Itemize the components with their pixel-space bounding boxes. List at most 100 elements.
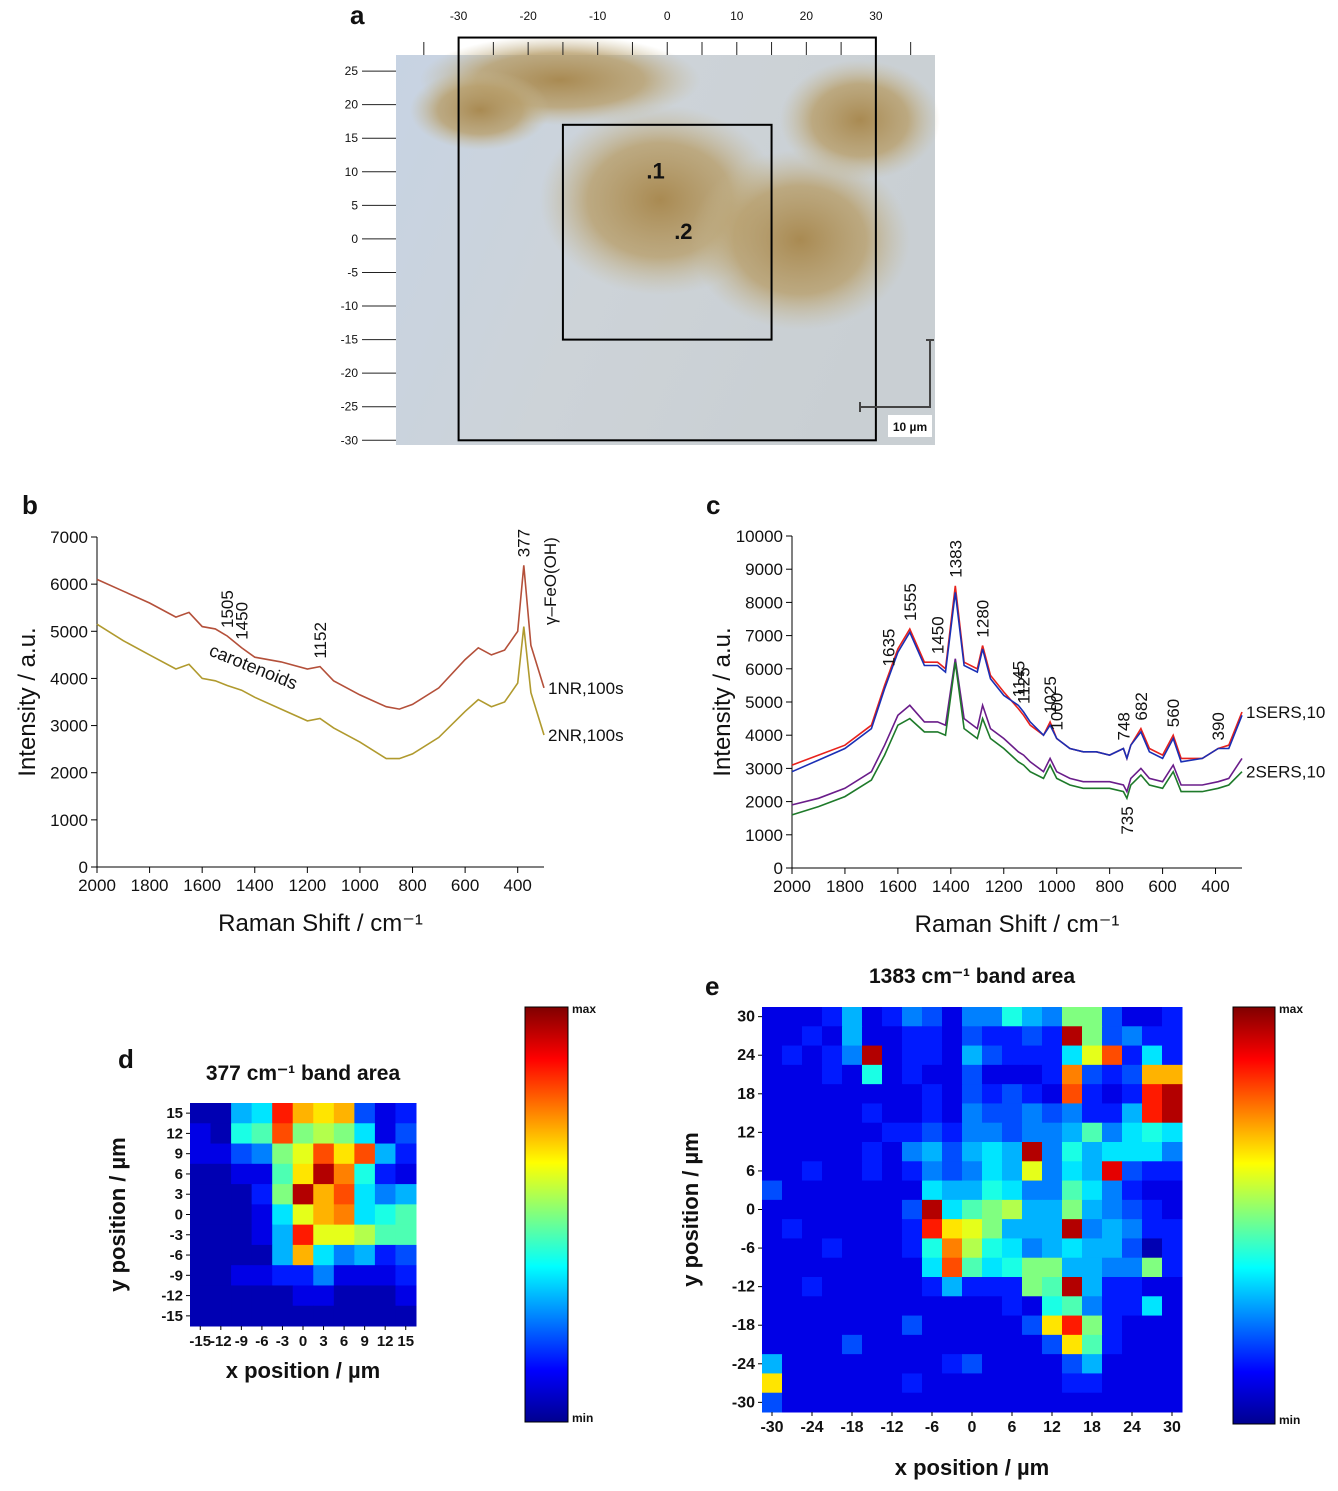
heatmap-cell (1162, 1277, 1183, 1297)
heatmap-cell (1062, 1392, 1083, 1413)
heatmap-cell (1042, 1315, 1063, 1336)
heatmap-cell (395, 1123, 417, 1145)
heatmap-cell (292, 1204, 314, 1226)
heatmap-cell (190, 1184, 212, 1205)
heatmap-cell (1002, 1296, 1023, 1317)
heatmap-cell (822, 1219, 843, 1239)
heatmap-cell (962, 1315, 983, 1336)
heatmap-cell (762, 1315, 783, 1336)
peak-label: 735 (1118, 806, 1137, 834)
x-tick-label: -18 (840, 1419, 863, 1436)
heatmap-cell (962, 1354, 983, 1374)
y-tick-label: 18 (737, 1086, 755, 1103)
y-tick-label: 6 (175, 1166, 183, 1183)
heatmap-cell (354, 1244, 376, 1266)
heatmap-cell (292, 1244, 314, 1266)
heatmap-cell (782, 1277, 803, 1297)
heatmap-cell (802, 1315, 823, 1336)
heatmap-cell (190, 1265, 212, 1286)
heatmap-cell (272, 1204, 294, 1226)
y-tick-label: -10 (341, 299, 359, 313)
heatmap-cell (1002, 1026, 1023, 1047)
x-axis-label: x position / µm (226, 1358, 380, 1383)
heatmap-cell (942, 1142, 963, 1162)
heatmap-cell (1022, 1257, 1043, 1278)
x-tick-label: 1200 (985, 877, 1023, 896)
heatmap-cell (354, 1143, 376, 1165)
heatmap-cell (1042, 1161, 1063, 1182)
heatmap-cell (842, 1122, 863, 1143)
heatmap-cell (882, 1315, 903, 1336)
peak-label: 1025 (1041, 676, 1060, 714)
heatmap-cell (862, 1257, 883, 1278)
heatmap-cell (1142, 1219, 1163, 1239)
heatmap-cell (1062, 1238, 1083, 1259)
peak-label: 560 (1164, 699, 1183, 727)
heatmap-cell (882, 1296, 903, 1317)
heatmap-cell (1002, 1199, 1023, 1220)
heatmap-cell (1122, 1257, 1143, 1278)
x-tick-label: -12 (880, 1419, 903, 1436)
heatmap-cell (782, 1180, 803, 1201)
heatmap-cell (942, 1296, 963, 1317)
heatmap-cell (1122, 1045, 1143, 1066)
heatmap-cell (982, 1257, 1003, 1278)
heatmap-cell (210, 1204, 232, 1226)
heatmap-cell (231, 1204, 253, 1226)
heatmap-cell (802, 1026, 823, 1047)
heatmap-cell (272, 1265, 294, 1286)
heatmap-cell (862, 1354, 883, 1374)
heatmap-cell (962, 1277, 983, 1297)
heatmap-cell (982, 1007, 1003, 1027)
heatmap-cell (962, 1084, 983, 1104)
x-tick-label: 12 (1043, 1419, 1061, 1436)
heatmap-cell (1062, 1180, 1083, 1201)
x-tick-label: 6 (1008, 1419, 1017, 1436)
x-tick-label: -3 (276, 1333, 289, 1350)
heatmap-title: 377 cm⁻¹ band area (206, 1062, 401, 1085)
heatmap-cell (190, 1224, 212, 1246)
heatmap-cell (1022, 1315, 1043, 1336)
heatmap-cell (1102, 1392, 1123, 1413)
heatmap-cell (374, 1163, 396, 1185)
heatmap-cell (1162, 1045, 1183, 1066)
heatmap-cell (842, 1257, 863, 1278)
heatmap-cell (822, 1045, 843, 1066)
x-tick-label: 600 (1148, 877, 1176, 896)
heatmap-cell (1102, 1180, 1123, 1201)
heatmap-cell (1142, 1122, 1163, 1143)
heatmap-cell (902, 1238, 923, 1259)
peak-label: 1000 (1048, 693, 1067, 731)
heatmap-cell (333, 1285, 355, 1307)
heatmap-cell (902, 1354, 923, 1374)
heatmap-cell (882, 1199, 903, 1220)
heatmap-cell (762, 1026, 783, 1047)
heatmap-cell (942, 1392, 963, 1413)
y-tick-label: 0 (351, 232, 358, 246)
heatmap-cell (922, 1334, 943, 1355)
heatmap-cell (1002, 1161, 1023, 1182)
heatmap-cell (822, 1007, 843, 1027)
heatmap-cell (822, 1064, 843, 1085)
heatmap-cell (251, 1265, 273, 1286)
heatmap-cell (1062, 1315, 1083, 1336)
y-tick-label: 10 (345, 165, 359, 179)
heatmap-cell (313, 1305, 335, 1327)
y-tick-label: 9 (175, 1146, 183, 1163)
heatmap-cell (782, 1392, 803, 1413)
heatmap-cell (862, 1084, 883, 1104)
panel-letter: a (350, 0, 365, 30)
heatmap-cell (1042, 1296, 1063, 1317)
heatmap-cell (333, 1123, 355, 1145)
heatmap-cell (862, 1199, 883, 1220)
heatmap-cell (1062, 1354, 1083, 1374)
heatmap-cell (1122, 1103, 1143, 1124)
heatmap-cell (882, 1045, 903, 1066)
heatmap-cell (1142, 1257, 1163, 1278)
heatmap-cell (862, 1373, 883, 1394)
heatmap-cell (1162, 1084, 1183, 1104)
heatmap-cell (395, 1265, 417, 1286)
heatmap-cell (802, 1142, 823, 1162)
heatmap-cell (842, 1007, 863, 1027)
point-label: .1 (646, 159, 664, 184)
